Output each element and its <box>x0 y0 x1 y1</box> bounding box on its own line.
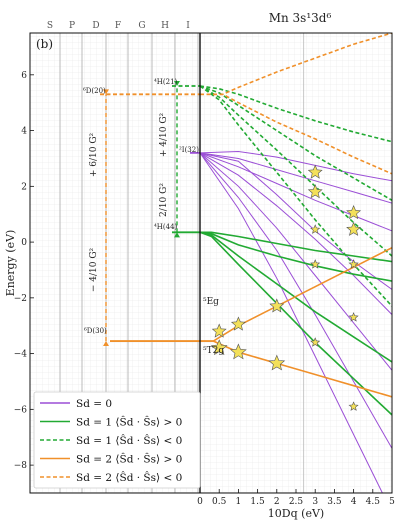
legend-box <box>33 391 201 489</box>
legend-entry-4: Sd = 2 ⟨Ŝd · Ŝs⟩ < 0 <box>76 470 182 484</box>
y-tick-label: −4 <box>14 350 28 360</box>
x-tick-label: 1 <box>236 497 242 507</box>
term-column-header: S <box>47 21 53 31</box>
star-marker-7 <box>307 184 323 199</box>
series-line-10 <box>199 231 392 363</box>
term-column-header: D <box>92 21 99 31</box>
stars-layer <box>210 164 362 411</box>
label-eg: ⁵Eg <box>203 297 219 307</box>
series-line-12 <box>199 85 392 143</box>
x-tick-label: 3.5 <box>327 497 342 507</box>
star-marker-8 <box>310 224 321 234</box>
label-d6-bottom: ⁶D(30) <box>84 327 107 335</box>
star-marker-3 <box>230 343 247 360</box>
panel-label: (b) <box>36 37 53 51</box>
x-tick-label: 0.5 <box>212 497 227 507</box>
star-marker-1 <box>210 339 228 356</box>
series-line-3 <box>199 152 392 315</box>
series-line-1 <box>199 152 392 204</box>
term-column-header: F <box>115 21 121 31</box>
legend-entry-1: Sd = 1 ⟨Ŝd · Ŝs⟩ > 0 <box>76 415 182 429</box>
x-tick-label: 4 <box>351 497 357 507</box>
x-tick-label: 2 <box>274 497 280 507</box>
series-line-13 <box>199 85 392 201</box>
star-marker-9 <box>310 259 321 269</box>
legend-entry-2: Sd = 1 ⟨Ŝd · Ŝs⟩ < 0 <box>76 433 182 447</box>
y-axis-ticks: −8 −6 −4 −2 0 2 4 6 <box>14 71 34 471</box>
series-line-7 <box>199 152 392 290</box>
gap-label-g4: − 4/10 G² <box>89 247 99 292</box>
series-line-2 <box>199 152 392 232</box>
y-axis-label: Energy (eV) <box>4 230 17 297</box>
series-line-14 <box>199 85 392 257</box>
series-line-0 <box>199 150 392 182</box>
x-tick-label: 1.5 <box>250 497 265 507</box>
arrow-head <box>174 80 180 86</box>
arrow-head <box>174 232 180 238</box>
term-column-header: P <box>69 21 75 31</box>
legend-entry-3: Sd = 2 ⟨Ŝd · Ŝs⟩ > 0 <box>76 452 182 466</box>
x-tick-label: 4.5 <box>366 497 381 507</box>
y-tick-label: 2 <box>21 182 27 192</box>
gap-label-g1: + 4/10 G² <box>159 112 169 157</box>
label-h4-mid: ⁴H(44) <box>154 223 178 231</box>
series-line-8 <box>200 231 392 263</box>
series-line-5 <box>199 152 392 449</box>
y-tick-label: −8 <box>14 461 28 471</box>
star-marker-4 <box>269 298 285 313</box>
term-column-header: G <box>138 21 145 31</box>
term-column-header: I <box>186 21 190 31</box>
arrow-head <box>103 89 109 95</box>
star-marker-13 <box>348 259 359 269</box>
y-tick-label: −6 <box>14 405 28 415</box>
x-tick-label: 2.5 <box>289 497 304 507</box>
label-i2: ²I(32) <box>179 146 199 154</box>
y-tick-label: −2 <box>14 294 27 304</box>
star-marker-10 <box>310 337 321 347</box>
series-line-4 <box>199 152 392 371</box>
label-d6-top: ⁶D(20) <box>83 87 106 95</box>
star-marker-6 <box>307 164 323 179</box>
y-tick-label: 6 <box>21 71 27 81</box>
star-marker-14 <box>348 312 359 322</box>
star-marker-11 <box>346 205 362 220</box>
star-marker-5 <box>268 354 286 371</box>
level-layer <box>100 80 200 347</box>
series-line-6 <box>199 152 383 493</box>
legend-entry-0: Sd = 0 <box>76 398 112 410</box>
series-line-19 <box>200 93 392 175</box>
star-marker-15 <box>348 401 359 411</box>
star-marker-2 <box>230 316 246 331</box>
label-h4-top: ⁴H(21) <box>154 78 178 86</box>
x-tick-label: 5 <box>389 497 395 507</box>
y-tick-label: 4 <box>21 127 27 137</box>
arrow-head <box>103 341 109 347</box>
chart-title: Mn 3s¹3d⁶ <box>269 11 332 25</box>
star-marker-0 <box>211 323 227 338</box>
label-t2g: ⁵T2g <box>203 346 224 356</box>
x-axis-ticks: 0 0.5 1 1.5 2 2.5 3 3.5 4 4.5 5 <box>197 489 395 507</box>
star-marker-12 <box>346 221 362 236</box>
x-tick-label: 0 <box>197 497 203 507</box>
x-tick-label: 3 <box>312 497 318 507</box>
x-axis-label: 10Dq (eV) <box>268 507 324 520</box>
gap-label-g2: 2/10 G² <box>159 183 169 217</box>
gap-label-g3: + 6/10 G² <box>89 132 99 177</box>
series-line-9 <box>199 231 392 282</box>
term-column-header: H <box>161 21 169 31</box>
plot-frame <box>29 32 393 494</box>
legend: Sd = 0 Sd = 1 ⟨Ŝd · Ŝs⟩ > 0 Sd = 1 ⟨Ŝd · Ŝ… <box>33 391 201 489</box>
y-tick-label: 0 <box>21 238 27 248</box>
